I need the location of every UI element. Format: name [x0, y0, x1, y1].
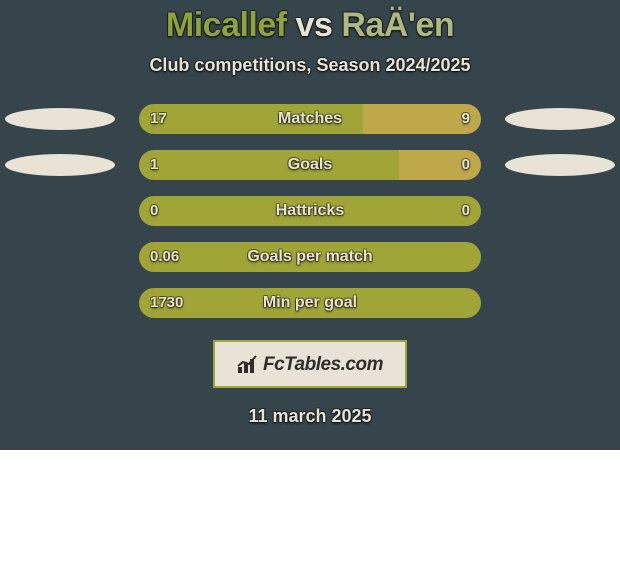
- bar-track: [139, 104, 481, 134]
- club-badge-right: [505, 108, 615, 130]
- date-text: 11 march 2025: [0, 406, 620, 427]
- player-1-name: Micallef: [166, 6, 287, 44]
- brand-text: FcTables.com: [263, 354, 383, 375]
- bars-icon: [237, 355, 259, 373]
- bar-left: [139, 150, 399, 180]
- bar-right: [399, 150, 481, 180]
- bar-left: [139, 288, 481, 318]
- bar-track: [139, 196, 481, 226]
- bar-track: [139, 242, 481, 272]
- stat-rows: Matches179 Goals10 Hattricks00 Goals per ma…: [0, 104, 620, 318]
- stat-row: Goals10: [0, 150, 620, 180]
- page-root: Micallef vs RaÄ'en Club competitions, Se…: [0, 0, 620, 580]
- stat-row: Goals per match0.06: [0, 242, 620, 272]
- club-badge-left: [5, 154, 115, 176]
- brand-badge[interactable]: FcTables.com: [213, 340, 407, 388]
- bar-left: [139, 104, 363, 134]
- bar-right: [363, 104, 481, 134]
- bar-left: [139, 242, 481, 272]
- page-title: Micallef vs RaÄ'en: [0, 6, 620, 45]
- player-2-name: RaÄ'en: [341, 6, 454, 44]
- stat-row: Min per goal1730: [0, 288, 620, 318]
- subtitle: Club competitions, Season 2024/2025: [0, 55, 620, 76]
- bottom-spacer: [0, 450, 620, 580]
- club-badge-right: [505, 154, 615, 176]
- club-badge-left: [5, 108, 115, 130]
- infographic-panel: Micallef vs RaÄ'en Club competitions, Se…: [0, 0, 620, 450]
- stat-row: Matches179: [0, 104, 620, 134]
- stat-row: Hattricks00: [0, 196, 620, 226]
- bar-track: [139, 288, 481, 318]
- bar-left: [139, 196, 481, 226]
- title-vs: vs: [287, 6, 342, 44]
- bar-track: [139, 150, 481, 180]
